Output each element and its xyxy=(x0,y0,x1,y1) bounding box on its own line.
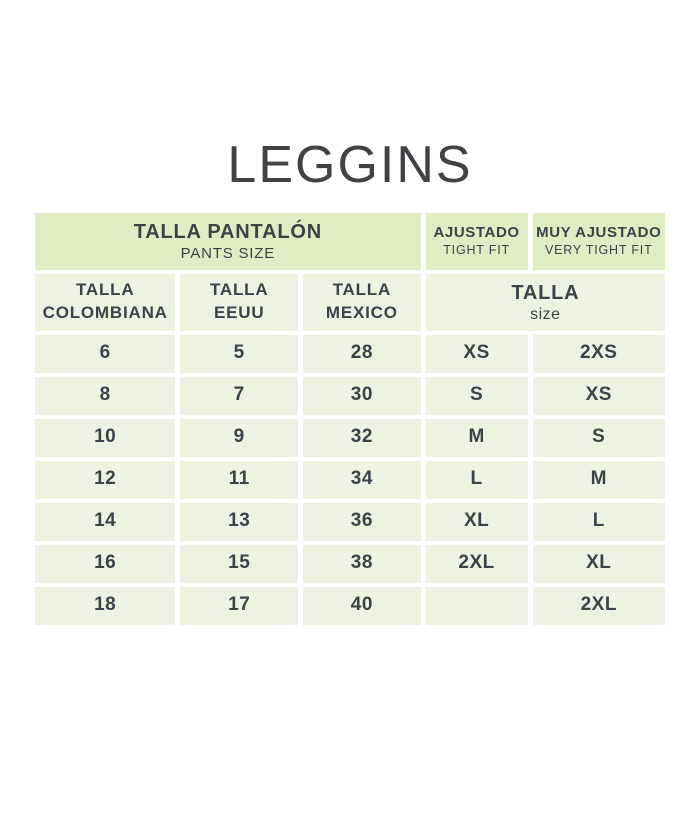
size-cell: 7 xyxy=(180,376,299,415)
size-cell: 11 xyxy=(180,460,299,499)
size-cell: 2XL xyxy=(532,586,665,625)
column-header-talla-colombiana-line1: TALLA xyxy=(75,280,135,300)
size-cell: XS xyxy=(425,334,528,373)
size-cell: 10 xyxy=(35,418,176,457)
size-cell: 38 xyxy=(303,544,421,583)
header-pants-size-subtitle: PANTS SIZE xyxy=(180,244,276,262)
size-cell: S xyxy=(532,418,665,457)
header-pants-size: TALLA PANTALÓN PANTS SIZE xyxy=(35,212,421,270)
size-cell: S xyxy=(425,376,528,415)
size-cell: 12 xyxy=(35,460,176,499)
size-cell: 5 xyxy=(180,334,299,373)
size-cell: 40 xyxy=(303,586,421,625)
size-cell: 13 xyxy=(180,502,299,541)
size-cell-empty xyxy=(425,586,528,625)
size-cell: 8 xyxy=(35,376,176,415)
size-cell: XL xyxy=(425,502,528,541)
header-tight-fit-subtitle: TIGHT FIT xyxy=(443,243,510,258)
size-cell: 6 xyxy=(35,334,176,373)
header-pants-size-title: TALLA PANTALÓN xyxy=(133,220,322,243)
size-cell: L xyxy=(425,460,528,499)
column-header-talla-mexico-line1: TALLA xyxy=(332,280,392,300)
column-header-talla-size: TALLA size xyxy=(425,273,665,331)
column-header-talla-size-subtitle: size xyxy=(530,305,561,323)
size-cell: 15 xyxy=(180,544,299,583)
size-cell: 14 xyxy=(35,502,176,541)
column-header-talla-colombiana-line2: COLOMBIANA xyxy=(42,303,168,323)
size-cell: 32 xyxy=(303,418,421,457)
header-tight-fit-title: AJUSTADO xyxy=(433,224,520,242)
size-cell: XS xyxy=(532,376,665,415)
size-cell: 9 xyxy=(180,418,299,457)
page-title: LEGGINS xyxy=(227,136,473,194)
size-chart-table: TALLA PANTALÓN PANTS SIZE AJUSTADO TIGHT… xyxy=(35,212,665,625)
column-header-talla-size-title: TALLA xyxy=(511,281,580,304)
size-cell: XL xyxy=(532,544,665,583)
size-cell: 2XS xyxy=(532,334,665,373)
column-header-talla-mexico-line2: MEXICO xyxy=(325,303,398,323)
column-header-talla-colombiana: TALLA COLOMBIANA xyxy=(35,273,176,331)
header-very-tight-fit: MUY AJUSTADO VERY TIGHT FIT xyxy=(532,212,665,270)
size-cell: 17 xyxy=(180,586,299,625)
size-cell: M xyxy=(425,418,528,457)
column-header-talla-eeuu: TALLA EEUU xyxy=(180,273,299,331)
column-header-talla-eeuu-line1: TALLA xyxy=(209,280,269,300)
column-header-talla-mexico: TALLA MEXICO xyxy=(303,273,421,331)
size-cell: 28 xyxy=(303,334,421,373)
size-cell: 2XL xyxy=(425,544,528,583)
size-cell: 18 xyxy=(35,586,176,625)
header-very-tight-fit-title: MUY AJUSTADO xyxy=(536,224,662,242)
size-cell: 30 xyxy=(303,376,421,415)
header-tight-fit: AJUSTADO TIGHT FIT xyxy=(425,212,528,270)
size-cell: 34 xyxy=(303,460,421,499)
header-very-tight-fit-subtitle: VERY TIGHT FIT xyxy=(544,243,653,258)
size-cell: L xyxy=(532,502,665,541)
size-cell: M xyxy=(532,460,665,499)
size-cell: 16 xyxy=(35,544,176,583)
size-cell: 36 xyxy=(303,502,421,541)
column-header-talla-eeuu-line2: EEUU xyxy=(213,303,265,323)
